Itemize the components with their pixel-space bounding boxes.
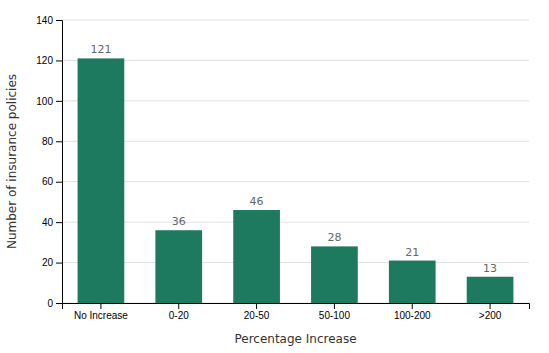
x-tick-mark <box>178 303 179 309</box>
x-tick-mark <box>412 303 413 309</box>
bars <box>78 58 514 303</box>
plot: 0 20 40 60 80 100 120 140 No Increase 0-20 20-50 50… <box>36 15 529 321</box>
y-tick-mark <box>56 182 62 183</box>
x-tick-mark <box>100 303 101 309</box>
bar <box>467 277 514 303</box>
data-label: 21 <box>405 246 419 259</box>
data-label: 36 <box>172 215 186 228</box>
x-axis: No Increase 0-20 20-50 50-100 100-200 >200 <box>63 303 530 321</box>
x-tick-mark <box>256 303 257 309</box>
chart-svg: 0 20 40 60 80 100 120 140 No Increase 0-20 20-50 50… <box>0 0 549 353</box>
y-tick: 20 <box>42 257 62 268</box>
grid-line <box>62 100 529 101</box>
x-tick-label: >200 <box>479 310 502 321</box>
x-tick: No Increase <box>74 303 128 321</box>
y-tick: 140 <box>36 15 62 26</box>
y-tick-label: 100 <box>36 96 53 107</box>
grid-line <box>62 141 529 142</box>
x-tick-mark <box>490 303 491 309</box>
y-tick-label: 40 <box>42 217 54 228</box>
y-tick-mark <box>56 141 62 142</box>
data-label: 28 <box>327 231 341 244</box>
grid-line <box>62 262 529 263</box>
x-tick-label: No Increase <box>74 310 128 321</box>
y-tick: 120 <box>36 55 62 66</box>
data-label: 121 <box>90 43 111 56</box>
grid-line <box>62 20 529 21</box>
bar <box>233 210 280 303</box>
y-axis-line <box>56 21 63 304</box>
y-tick-label: 140 <box>36 15 53 26</box>
data-label: 13 <box>483 262 497 275</box>
y-tick-label: 20 <box>42 257 54 268</box>
y-tick-label: 60 <box>42 176 54 187</box>
y-tick-mark <box>56 263 62 264</box>
data-label: 46 <box>250 195 264 208</box>
grid <box>62 20 529 303</box>
y-tick: 80 <box>42 136 62 147</box>
y-tick-label: 120 <box>36 55 53 66</box>
y-tick: 60 <box>42 176 62 187</box>
y-tick-mark <box>56 303 62 304</box>
x-tick: >200 <box>479 303 502 321</box>
x-tick: 100-200 <box>394 303 431 321</box>
chart-container: 0 20 40 60 80 100 120 140 No Increase 0-20 20-50 50… <box>0 0 549 353</box>
bar <box>78 58 125 303</box>
x-tick-label: 100-200 <box>394 310 431 321</box>
y-tick-mark <box>56 101 62 102</box>
x-tick: 50-100 <box>319 303 351 321</box>
x-axis-title: Percentage Increase <box>234 332 356 346</box>
y-tick: 0 <box>47 298 62 309</box>
x-tick-label: 50-100 <box>319 310 351 321</box>
x-tick-mark <box>334 303 335 309</box>
y-tick: 40 <box>42 217 62 228</box>
y-tick-label: 0 <box>47 298 53 309</box>
y-axis: 0 20 40 60 80 100 120 140 <box>36 15 62 309</box>
grid-line <box>62 181 529 182</box>
y-tick-mark <box>56 20 62 21</box>
x-tick-label: 0-20 <box>169 310 189 321</box>
bar <box>389 261 436 303</box>
data-labels: 121 36 46 28 21 13 <box>90 43 497 274</box>
y-tick-label: 80 <box>42 136 54 147</box>
bar <box>311 246 358 303</box>
x-tick-label: 20-50 <box>244 310 270 321</box>
y-tick: 100 <box>36 96 62 107</box>
y-tick-mark <box>56 222 62 223</box>
y-axis-title: Number of insurance policies <box>5 74 19 249</box>
x-axis-line <box>63 304 530 310</box>
x-tick: 0-20 <box>169 303 189 321</box>
grid-line <box>62 222 529 223</box>
x-tick: 20-50 <box>244 303 270 321</box>
bar <box>155 230 202 303</box>
grid-line <box>62 60 529 61</box>
y-tick-mark <box>56 60 62 61</box>
